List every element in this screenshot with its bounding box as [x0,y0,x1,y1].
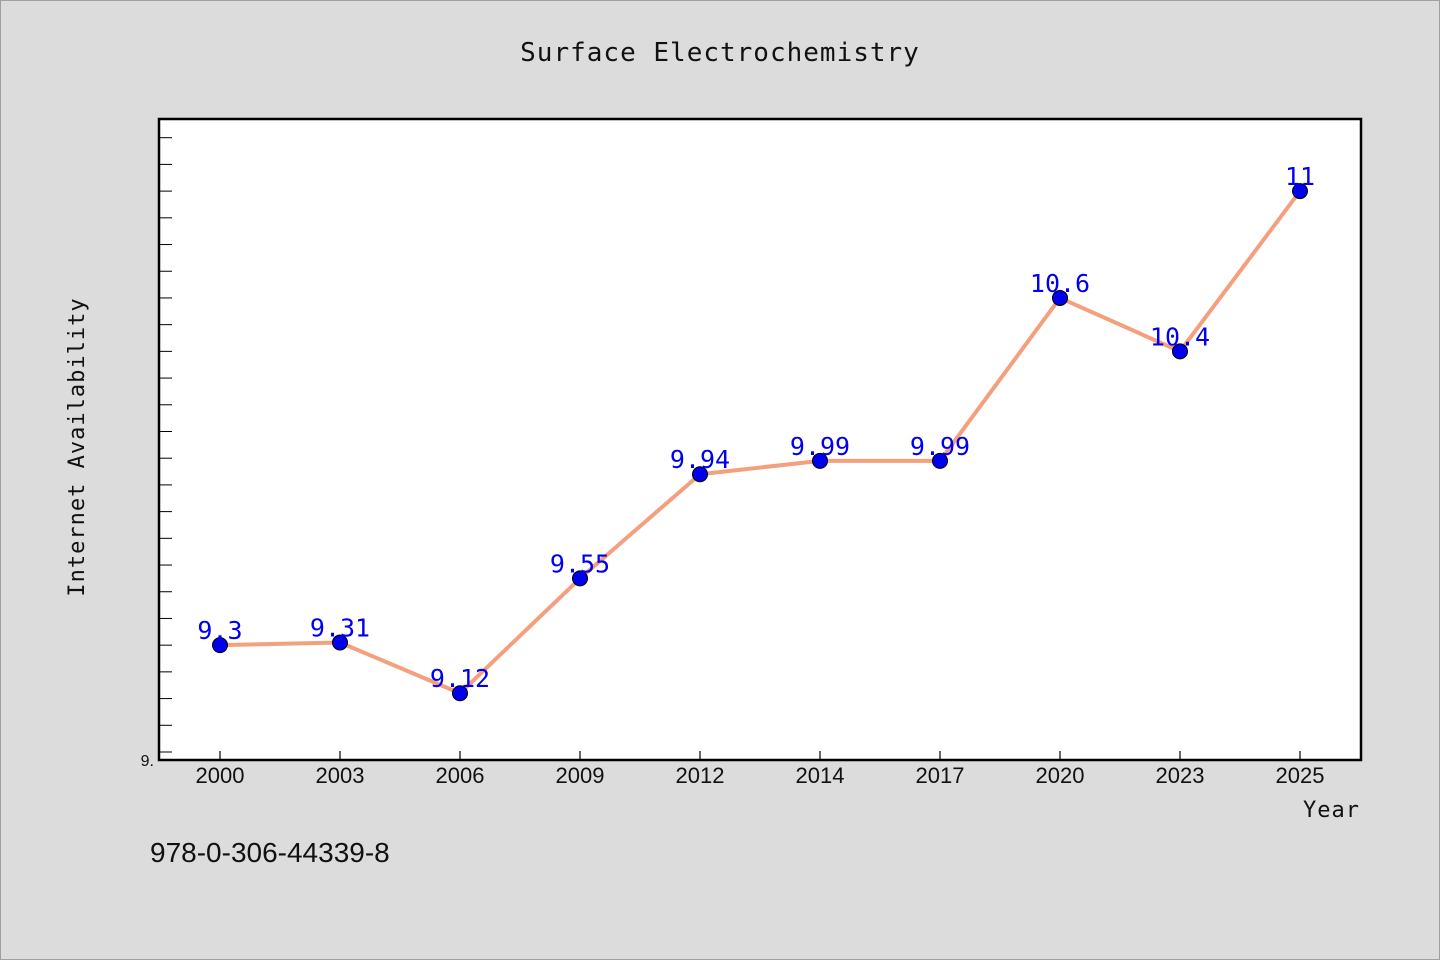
data-point [932,452,948,469]
y-axis-ticks [159,137,172,753]
x-tick-label: 2014 [796,763,845,788]
data-label: 10.4 [1150,322,1210,351]
data-label: 9.55 [550,549,610,578]
plot-area [157,117,1363,762]
data-point [692,466,708,483]
data-markers [212,183,1308,702]
x-tick-label: 2006 [436,763,485,788]
data-point [572,570,588,587]
x-tick-label: 2020 [1036,763,1085,788]
data-label: 10.6 [1030,269,1090,298]
x-tick-label: 2009 [556,763,605,788]
data-point [332,634,348,651]
data-point [1292,183,1308,200]
data-label: 11 [1285,162,1315,191]
isbn-text: 978-0-306-44339-8 [150,837,390,868]
data-label: 9.99 [790,432,850,461]
x-tick-label: 2017 [916,763,965,788]
data-label: 9.94 [670,445,730,474]
x-tick-label: 2003 [316,763,365,788]
data-point [812,452,828,469]
data-point [1052,289,1068,306]
data-label: 9.12 [430,664,490,693]
data-labels: 9.3 9.31 9.12 9.55 9.94 9.99 9.99 10.6 10.4 11 [197,162,1315,693]
data-point [452,685,468,702]
x-tick-label: 2023 [1156,763,1205,788]
y-tick-label: 9. [141,753,154,770]
x-tick-label: 2012 [676,763,725,788]
data-label: 9.3 [197,616,242,645]
series-line [219,189,1302,696]
chart-title: Surface Electrochemistry [520,38,920,68]
data-point [1172,343,1188,360]
y-axis-label: Internet Availability [65,297,90,596]
x-axis-ticks: 2000 2003 2006 2009 2012 2014 2017 2020 2023 2025 [196,751,1325,788]
x-tick-label: 2000 [196,763,245,788]
x-axis-label: Year [1303,798,1360,823]
data-label: 9.31 [310,613,370,642]
x-tick-label: 2025 [1276,763,1325,788]
data-point [212,637,228,654]
data-label: 9.99 [910,432,970,461]
